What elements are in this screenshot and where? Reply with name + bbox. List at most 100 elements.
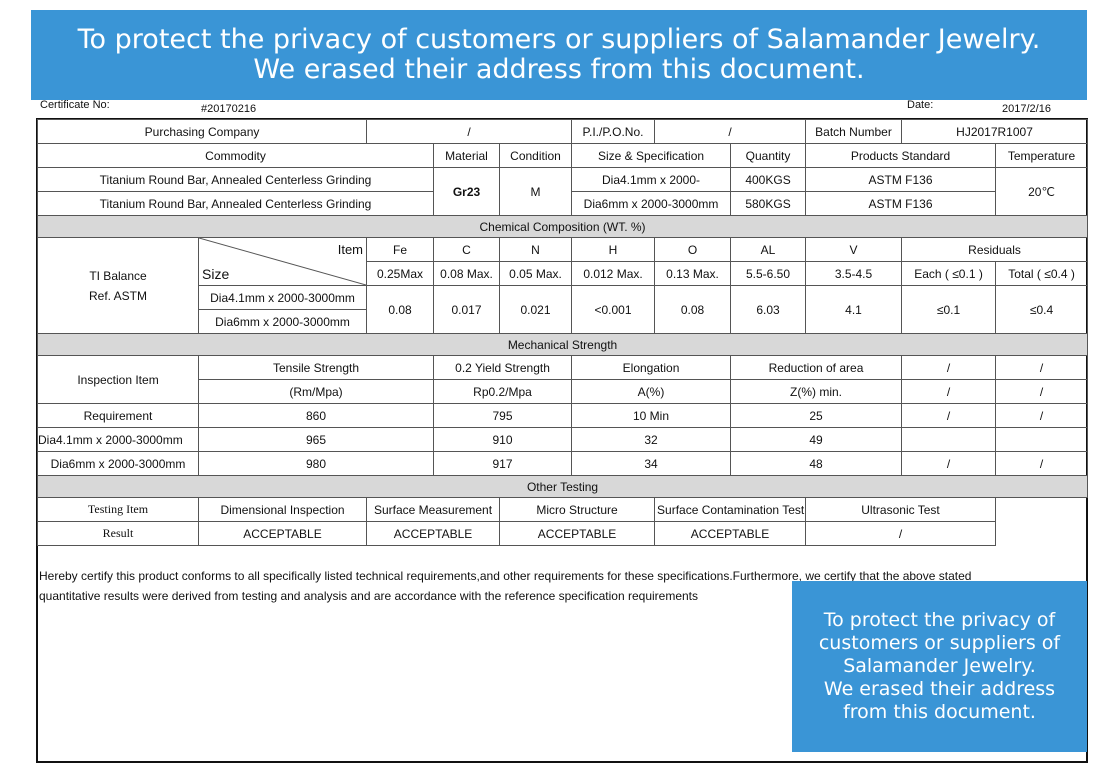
mech-blank-value (995, 427, 1089, 452)
purchasing-company-value: / (366, 119, 573, 144)
testing-item-label: Testing Item (37, 497, 199, 522)
testing-result: ACCEPTABLE (499, 521, 656, 546)
limit-fe: 0.25Max (366, 261, 435, 286)
yield-value: 917 (433, 451, 573, 476)
testing-result-row: Result ACCEPTABLE ACCEPTABLE ACCEPTABLE … (37, 521, 1088, 546)
privacy-line: from this document. (843, 701, 1036, 723)
elongation-value: 10 Min (571, 403, 732, 428)
ref-astm-label: Ref. ASTM (88, 288, 147, 303)
size-label-2: Dia6mm x 2000-3000mm (197, 309, 368, 334)
mechanical-row: Requirement 860 795 10 Min 25 / / (37, 403, 1089, 428)
mech-header-blank-1: / (901, 355, 997, 380)
chemical-section-row: Chemical Composition (WT. %) (36, 215, 1089, 238)
testing-result: ACCEPTABLE (654, 521, 807, 546)
statement-line-2: quantitative results were derived from t… (39, 589, 699, 603)
products-standard-value: ASTM F136 (805, 191, 997, 216)
testing-item-row: Testing Item Dimensional Inspection Surf… (37, 497, 1088, 522)
inspection-item-label: Inspection Item (37, 355, 199, 404)
result-residual-each: ≤0.1 (901, 285, 997, 334)
mechanical-row: Dia4.1mm x 2000-3000mm 965 910 32 49 (37, 427, 1089, 452)
material-value: Gr23 (433, 167, 501, 216)
banner-line-2: We erased their address from this docume… (253, 54, 865, 85)
privacy-notice-box: To protect the privacy of customers or s… (792, 581, 1087, 752)
result-h: <0.001 (571, 285, 656, 334)
mech-unit-blank-1: / (901, 379, 997, 404)
yield-value: 910 (433, 427, 573, 452)
temperature-header: Temperature (995, 143, 1089, 168)
limit-residual-each: Each ( ≤0.1 ) (901, 261, 997, 286)
result-residual-total: ≤0.4 (995, 285, 1089, 334)
mech-unit-blank-2: / (995, 379, 1089, 404)
mech-blank-value (901, 427, 997, 452)
mech-blank-value: / (901, 451, 997, 476)
mech-blank-value: / (995, 451, 1089, 476)
mech-row-label: Dia6mm x 2000-3000mm (37, 451, 199, 476)
tensile-value: 980 (197, 451, 435, 476)
element-al: AL (730, 237, 807, 262)
mech-header-blank-2: / (995, 355, 1089, 380)
tensile-value: 965 (197, 427, 435, 452)
mech-row-label: Dia4.1mm x 2000-3000mm (37, 427, 199, 452)
elongation-unit: A(%) (571, 379, 732, 404)
date-label: Date: (907, 99, 934, 111)
size-label: Size (202, 266, 230, 282)
item-size-diagonal-cell: Item Size (197, 237, 368, 286)
date-value: 2017/2/16 (1002, 103, 1051, 115)
result-al: 6.03 (730, 285, 807, 334)
mech-blank-value: / (901, 403, 997, 428)
yield-header: 0.2 Yield Strength (433, 355, 573, 380)
header-row: Purchasing Company / P.I./P.O.No. / Batc… (36, 119, 1089, 144)
po-label: P.I./P.O.No. (571, 119, 656, 144)
result-o: 0.08 (654, 285, 732, 334)
size-spec-header: Size & Specification (571, 143, 732, 168)
residuals-header: Residuals (901, 237, 1089, 262)
yield-unit: Rp0.2/Mpa (433, 379, 573, 404)
commodity-name: Titanium Round Bar, Annealed Centerless … (36, 191, 435, 216)
products-standard-value: ASTM F136 (805, 167, 997, 192)
size-spec-value: Dia6mm x 2000-3000mm (571, 191, 732, 216)
certificate-table: Purchasing Company / P.I./P.O.No. / Batc… (36, 119, 1089, 546)
ti-balance-label: TI Balance (89, 268, 147, 283)
element-v: V (805, 237, 903, 262)
po-value: / (654, 119, 807, 144)
testing-result: ACCEPTABLE (197, 521, 368, 546)
yield-value: 795 (433, 403, 573, 428)
size-label-1: Dia4.1mm x 2000-3000mm (197, 285, 368, 310)
testing-item: Surface Measurement (366, 497, 501, 522)
element-h: H (571, 237, 656, 262)
commodity-header: Commodity (36, 143, 435, 168)
item-label: Item (337, 242, 364, 257)
condition-header: Condition (499, 143, 573, 168)
limit-v: 3.5-4.5 (805, 261, 903, 286)
reduction-unit: Z(%) min. (730, 379, 903, 404)
commodity-name: Titanium Round Bar, Annealed Centerless … (36, 167, 435, 192)
batch-value: HJ2017R1007 (901, 119, 1089, 144)
privacy-line: customers or suppliers of (818, 632, 1061, 654)
mech-row-label: Requirement (37, 403, 199, 428)
limit-h: 0.012 Max. (571, 261, 656, 286)
testing-result: ACCEPTABLE (366, 521, 501, 546)
privacy-line: We erased their address (823, 678, 1056, 700)
reduction-value: 48 (730, 451, 903, 476)
chemical-basis-cell: TI Balance Ref. ASTM (37, 237, 199, 334)
testing-result: / (805, 521, 997, 546)
reduction-header: Reduction of area (730, 355, 903, 380)
testing-item: Micro Structure (499, 497, 656, 522)
elongation-header: Elongation (571, 355, 732, 380)
testing-item: Dimensional Inspection (197, 497, 368, 522)
reduction-value: 49 (730, 427, 903, 452)
element-c: C (433, 237, 501, 262)
element-o: O (654, 237, 732, 262)
chemical-limits-row: 0.25Max 0.08 Max. 0.05 Max. 0.012 Max. 0… (38, 261, 1089, 286)
mech-blank-value: / (995, 403, 1089, 428)
element-n: N (499, 237, 573, 262)
certification-statement: Hereby certify this product conforms to … (39, 566, 1089, 606)
privacy-line: To protect the privacy of (823, 609, 1056, 631)
chemical-results-row: Dia6mm x 2000-3000mm (38, 309, 1088, 334)
tensile-header: Tensile Strength (197, 355, 435, 380)
products-standard-header: Products Standard (805, 143, 997, 168)
mechanical-section-row: Mechanical Strength (36, 333, 1089, 356)
result-n: 0.021 (499, 285, 573, 334)
tensile-value: 860 (197, 403, 435, 428)
limit-residual-total: Total ( ≤0.4 ) (995, 261, 1089, 286)
